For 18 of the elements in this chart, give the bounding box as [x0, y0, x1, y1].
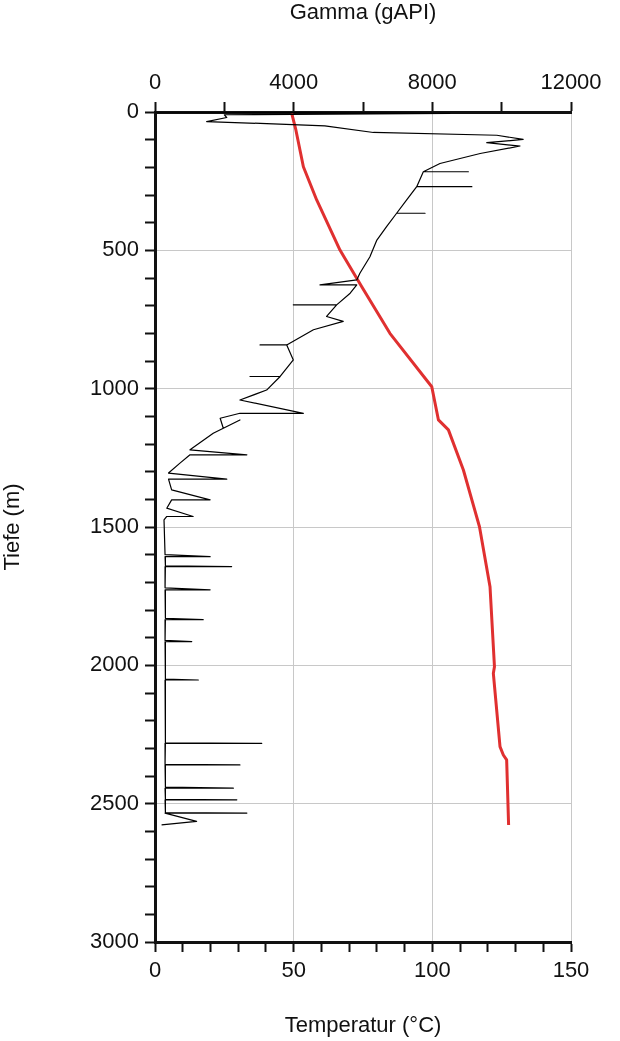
x2-tick-label: 4000 [269, 68, 319, 94]
y-tick-label: 2500 [90, 789, 139, 815]
y-tick-label: 2000 [90, 651, 139, 677]
x-axis-title: Temperatur (°C) [284, 1011, 442, 1037]
y-tick-label: 1500 [90, 513, 139, 539]
y-tick-label: 3000 [90, 928, 139, 954]
x-tick-label: 100 [413, 957, 451, 983]
x2-axis-title: Gamma (gAPI) [289, 0, 437, 25]
x-tick-label: 150 [552, 957, 590, 983]
x-tick-label: 0 [148, 957, 162, 983]
y-tick-label: 500 [102, 236, 139, 262]
y-axis-title: Tiefe (m) [0, 483, 25, 571]
y-tick-label: 1000 [90, 374, 139, 400]
x-tick-label: 50 [281, 957, 306, 983]
x2-tick-label: 0 [148, 68, 162, 94]
y-tick-label: 0 [126, 98, 139, 124]
x2-tick-label: 12000 [540, 68, 602, 94]
x2-tick-label: 8000 [407, 68, 457, 94]
